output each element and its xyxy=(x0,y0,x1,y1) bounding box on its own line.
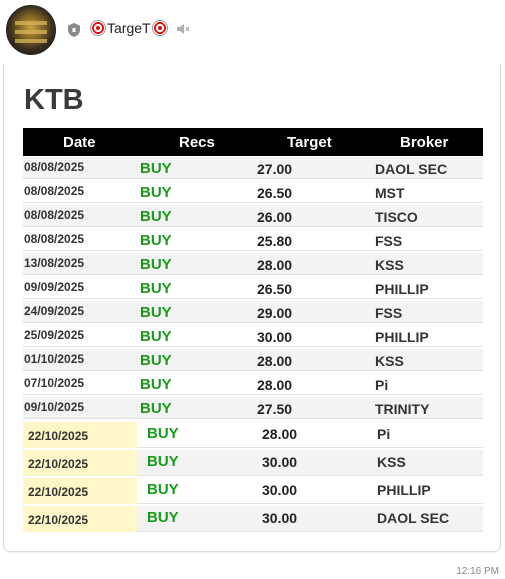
cell-target: 28.00 xyxy=(257,377,293,393)
cell-target: 27.50 xyxy=(257,401,293,417)
cell-broker: DAOL SEC xyxy=(377,510,450,526)
cell-date: 09/10/2025 xyxy=(24,400,85,414)
cell-rec: BUY xyxy=(140,280,172,297)
cell-rec: BUY xyxy=(140,304,172,321)
cell-broker: TISCO xyxy=(375,209,418,225)
cell-broker: DAOL SEC xyxy=(375,161,448,177)
table-row: 07/10/2025 BUY 28.00 Pi xyxy=(23,373,483,395)
cell-broker: FSS xyxy=(375,233,403,249)
table-row: 09/09/2025 BUY 26.50 PHILLIP xyxy=(23,277,483,299)
cell-target: 28.00 xyxy=(257,353,293,369)
cell-date: 22/10/2025 xyxy=(28,485,89,499)
cell-rec: BUY xyxy=(147,453,179,470)
date-highlight xyxy=(23,506,137,532)
cell-rec: BUY xyxy=(140,328,172,345)
date-highlight xyxy=(23,478,137,504)
cell-rec: BUY xyxy=(147,509,179,526)
table-row: 09/10/2025 BUY 27.50 TRINITY xyxy=(23,397,483,419)
cell-rec: BUY xyxy=(140,352,172,369)
cell-target: 25.80 xyxy=(257,233,293,249)
header-date: Date xyxy=(63,134,96,151)
table-row: 08/08/2025 BUY 26.50 MST xyxy=(23,181,483,203)
channel-avatar[interactable] xyxy=(6,5,56,55)
channel-name[interactable]: TargeT xyxy=(90,20,168,36)
cell-broker: KSS xyxy=(377,454,406,470)
cell-rec: BUY xyxy=(140,256,172,273)
cell-date: 24/09/2025 xyxy=(24,304,85,318)
cell-rec: BUY xyxy=(140,232,172,249)
cell-broker: Pi xyxy=(377,426,391,442)
cell-target: 28.00 xyxy=(257,257,293,273)
cell-date: 08/08/2025 xyxy=(24,208,85,222)
cell-target: 28.00 xyxy=(262,426,298,442)
channel-header: TargeT xyxy=(0,0,505,62)
cell-broker: KSS xyxy=(375,257,404,273)
cell-rec: BUY xyxy=(140,184,172,201)
cell-date: 13/08/2025 xyxy=(24,256,85,270)
cell-broker: PHILLIP xyxy=(375,281,429,297)
cell-date: 08/08/2025 xyxy=(24,160,85,174)
target-icon xyxy=(90,20,106,36)
cell-date: 01/10/2025 xyxy=(24,352,85,366)
cell-broker: KSS xyxy=(375,353,404,369)
header-target: Target xyxy=(287,134,332,151)
message-timestamp: 12:16 PM xyxy=(456,566,499,577)
cell-broker: FSS xyxy=(375,305,403,321)
speaker-mute-icon xyxy=(177,24,190,34)
header-broker: Broker xyxy=(400,134,449,151)
table-row: 08/08/2025 BUY 27.00 DAOL SEC xyxy=(23,157,483,179)
cell-broker: Pi xyxy=(375,377,389,393)
shield-icon xyxy=(68,23,80,37)
cell-date: 25/09/2025 xyxy=(24,328,85,342)
cell-date: 07/10/2025 xyxy=(24,376,85,390)
cell-target: 30.00 xyxy=(262,482,298,498)
cell-date: 08/08/2025 xyxy=(24,184,85,198)
cell-broker: PHILLIP xyxy=(375,329,429,345)
channel-title: TargeT xyxy=(107,20,151,36)
cell-date: 08/08/2025 xyxy=(24,232,85,246)
table-header: Date Recs Target Broker xyxy=(23,128,483,156)
table-row-highlight: 22/10/2025 BUY 30.00 KSS xyxy=(23,450,483,476)
cell-target: 26.00 xyxy=(257,209,293,225)
cell-target: 27.00 xyxy=(257,161,293,177)
cell-target: 30.00 xyxy=(262,454,298,470)
date-highlight xyxy=(23,422,137,448)
target-icon xyxy=(151,20,168,36)
cell-rec: BUY xyxy=(140,400,172,417)
table-row-highlight: 22/10/2025 BUY 28.00 Pi xyxy=(23,422,483,448)
table-row-highlight: 22/10/2025 BUY 30.00 PHILLIP xyxy=(23,478,483,504)
cell-rec: BUY xyxy=(147,425,179,442)
cell-target: 30.00 xyxy=(257,329,293,345)
date-highlight xyxy=(23,450,137,476)
table-row: 08/08/2025 BUY 25.80 FSS xyxy=(23,229,483,251)
cell-rec: BUY xyxy=(140,376,172,393)
table-row: 13/08/2025 BUY 28.00 KSS xyxy=(23,253,483,275)
message-card: KTB Date Recs Target Broker 08/08/2025 BU… xyxy=(3,64,501,552)
cell-target: 29.00 xyxy=(257,305,293,321)
cell-broker: PHILLIP xyxy=(377,482,431,498)
cell-rec: BUY xyxy=(147,481,179,498)
table-row: 01/10/2025 BUY 28.00 KSS xyxy=(23,349,483,371)
cell-rec: BUY xyxy=(140,160,172,177)
cell-date: 22/10/2025 xyxy=(28,429,89,443)
table-row: 25/09/2025 BUY 30.00 PHILLIP xyxy=(23,325,483,347)
cell-date: 22/10/2025 xyxy=(28,457,89,471)
table-row: 24/09/2025 BUY 29.00 FSS xyxy=(23,301,483,323)
cell-target: 26.50 xyxy=(257,281,293,297)
table-row: 08/08/2025 BUY 26.00 TISCO xyxy=(23,205,483,227)
cell-date: 22/10/2025 xyxy=(28,513,89,527)
cell-target: 26.50 xyxy=(257,185,293,201)
cell-target: 30.00 xyxy=(262,510,298,526)
table-row-highlight: 22/10/2025 BUY 30.00 DAOL SEC xyxy=(23,506,483,532)
ticker-title: KTB xyxy=(24,84,84,116)
cell-rec: BUY xyxy=(140,208,172,225)
cell-date: 09/09/2025 xyxy=(24,280,85,294)
cell-broker: MST xyxy=(375,185,405,201)
header-recs: Recs xyxy=(179,134,215,151)
cell-broker: TRINITY xyxy=(375,401,430,417)
